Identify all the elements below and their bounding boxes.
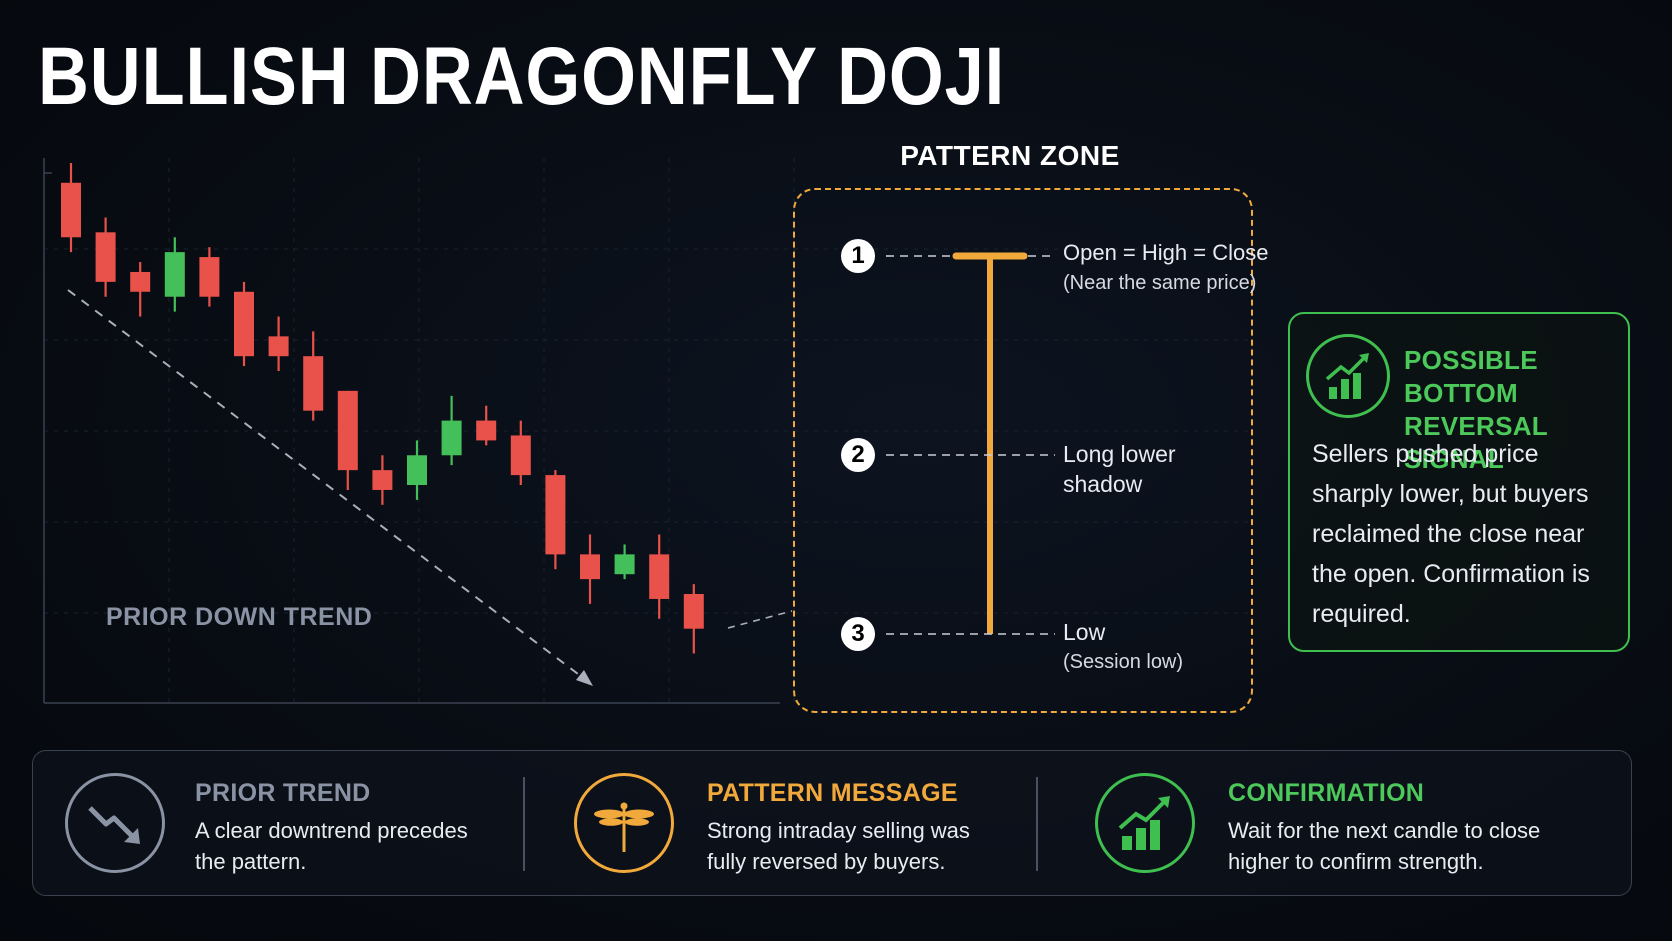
confirmation-text: Wait for the next candle to close higher… [1228, 818, 1541, 874]
candle-7 [268, 316, 289, 372]
downtrend-line [67, 289, 591, 684]
downtrend-arrow-icon [65, 773, 165, 873]
candle-17 [614, 544, 635, 580]
candle-6 [234, 281, 254, 367]
signal-title-line1: POSSIBLE BOTTOM [1404, 345, 1538, 408]
candle-2 [95, 217, 116, 297]
prior-trend-text: A clear downtrend precedes the pattern. [195, 818, 468, 874]
point-1-title: Open = High = Close [1063, 240, 1269, 265]
candle-19 [683, 584, 704, 654]
point-3-label: Low (Session low) [1063, 617, 1183, 677]
candle-3 [130, 262, 151, 317]
candle-body [303, 356, 324, 411]
point-3-badge: 3 [841, 617, 875, 651]
signal-title: POSSIBLE BOTTOM REVERSAL SIGNAL [1404, 344, 1624, 476]
point-1-sub: (Near the same price) [1063, 272, 1257, 294]
growth-chart-icon [1306, 334, 1390, 418]
point-2-sub: shadow [1063, 471, 1143, 497]
candle-body [510, 435, 531, 476]
signal-body: Sellers pushed price sharply lower, but … [1312, 440, 1590, 628]
candle-body [164, 252, 185, 297]
confirmation-title: CONFIRMATION [1228, 779, 1425, 807]
candle-10 [372, 455, 393, 505]
point-1-label: Open = High = Close (Near the same price… [1063, 238, 1268, 298]
candle-14 [510, 420, 531, 485]
candle-11 [407, 440, 427, 500]
signal-title-line2: REVERSAL SIGNAL [1404, 411, 1548, 474]
candle-13 [476, 405, 497, 446]
summary-panel: PRIOR TREND A clear downtrend precedes t… [32, 750, 1632, 896]
pattern-zone-box [793, 188, 1253, 713]
candle-9 [337, 390, 358, 490]
candle-18 [649, 534, 670, 619]
candle-5 [199, 247, 220, 307]
point-3-sub: (Session low) [1063, 651, 1184, 673]
prior-down-trend-label: PRIOR DOWN TREND [106, 603, 373, 631]
candle-body [130, 271, 151, 292]
candle-body [61, 182, 81, 238]
candle-1 [61, 162, 81, 253]
candle-4 [164, 237, 185, 312]
pattern-message-text: Strong intraday selling was fully revers… [707, 818, 970, 874]
candle-body [476, 420, 497, 441]
candle-body [649, 554, 670, 599]
summary-divider-1 [523, 777, 525, 871]
candle-body [545, 475, 566, 555]
candles [61, 162, 704, 654]
point-2-badge: 2 [841, 438, 875, 472]
downtrend-arrowhead [576, 670, 593, 686]
dragonfly-icon [574, 773, 674, 873]
candle-body [234, 291, 254, 357]
zone-connector-line [727, 610, 793, 629]
candle-16 [580, 534, 600, 604]
candle-body [441, 420, 462, 456]
candle-body [95, 232, 116, 282]
candle-12 [441, 395, 462, 466]
point-2-title: Long lower [1063, 441, 1176, 467]
prior-trend-title: PRIOR TREND [195, 779, 371, 807]
candle-body [683, 594, 704, 629]
candle-body [199, 257, 220, 297]
point-1-badge: 1 [841, 239, 875, 273]
candle-body [268, 336, 289, 357]
summary-divider-2 [1036, 777, 1038, 871]
reversal-signal-card: POSSIBLE BOTTOM REVERSAL SIGNAL Sellers … [1288, 312, 1630, 652]
pattern-zone-title: PATTERN ZONE [900, 140, 1120, 171]
point-3-title: Low [1063, 619, 1106, 645]
candle-body [337, 390, 358, 471]
candle-8 [303, 331, 324, 421]
chart-grid [44, 158, 1250, 703]
point-2-label: Long lower shadow [1063, 439, 1176, 499]
candle-body [614, 554, 635, 575]
page-title: BULLISH DRAGONFLY DOJI [38, 31, 1006, 122]
pattern-message-title: PATTERN MESSAGE [707, 779, 958, 807]
growth-chart-icon [1095, 773, 1195, 873]
candle-body [580, 554, 600, 580]
candle-body [372, 470, 393, 490]
candle-15 [545, 470, 566, 570]
candle-body [407, 455, 427, 485]
